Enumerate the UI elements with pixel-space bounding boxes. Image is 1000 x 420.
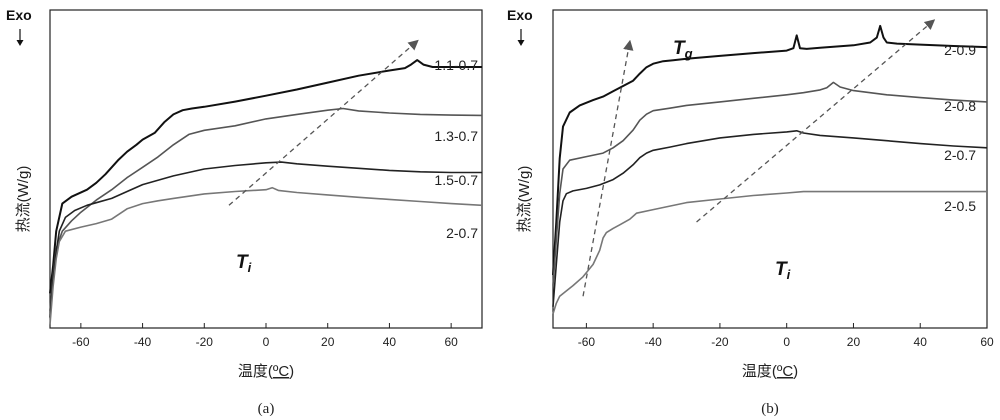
- ti-annotation: Ti: [775, 259, 791, 282]
- trend-arrow-Ti: [229, 41, 417, 205]
- x-tick-label: 0: [263, 335, 270, 349]
- x-tick-label: 40: [914, 335, 928, 349]
- panel-caption: (a): [258, 401, 275, 417]
- x-tick-label: 20: [847, 335, 861, 349]
- series-label: 2-0.7: [944, 147, 976, 163]
- y-axis-label: 热流(W/g): [516, 166, 533, 233]
- series-label: 2-0.7: [446, 225, 478, 241]
- series-line-2-0.8: [553, 82, 987, 285]
- series-line-1.5-0.7: [50, 162, 482, 318]
- figure: Exo 热流(W/g) -60 -40 -20 0 20 40 60 1.1-0.7 1.3-…: [0, 0, 1000, 420]
- panel-caption: (b): [761, 401, 779, 417]
- series-line-2-0.7: [553, 131, 987, 307]
- panel-a: Exo 热流(W/g) -60 -40 -20 0 20 40 60 1.1-0.7 1.3-…: [6, 7, 482, 417]
- series-line-1.3-0.7: [50, 109, 482, 311]
- exo-arrow-icon: [518, 29, 525, 46]
- series-labels: 2-0.9 2-0.8 2-0.7 2-0.5: [944, 42, 976, 214]
- plot-frame: [50, 10, 482, 328]
- series-line-1.1-0.7: [50, 60, 482, 293]
- x-tick-label: -20: [711, 335, 729, 349]
- annotation-group: [229, 41, 417, 205]
- series-label: 1.5-0.7: [434, 172, 478, 188]
- x-tick-label: 60: [444, 335, 458, 349]
- exo-label: Exo: [507, 7, 533, 23]
- series-label: 1.3-0.7: [434, 128, 478, 144]
- x-ticks: -60 -40 -20 0 20 40 60: [578, 323, 994, 349]
- y-axis-label: 热流(W/g): [15, 166, 32, 233]
- annotation-group: [583, 21, 934, 297]
- x-tick-label: 0: [783, 335, 790, 349]
- x-tick-label: 60: [980, 335, 994, 349]
- x-tick-label: -60: [578, 335, 596, 349]
- series-label: 2-0.9: [944, 42, 976, 58]
- series-group: [50, 60, 482, 324]
- x-tick-label: -40: [134, 335, 152, 349]
- plot-frame: [553, 10, 987, 328]
- x-tick-label: 20: [321, 335, 335, 349]
- series-group: [553, 26, 987, 314]
- exo-arrow-icon: [17, 29, 24, 46]
- series-line-2-0.5: [553, 192, 987, 314]
- x-tick-label: -20: [196, 335, 214, 349]
- series-line-2-0.7: [50, 188, 482, 325]
- x-axis-label: 温度(ºC): [238, 363, 294, 380]
- series-label: 2-0.8: [944, 98, 976, 114]
- series-label: 2-0.5: [944, 198, 976, 214]
- x-tick-label: -60: [72, 335, 90, 349]
- series-label: 1.1-0.7: [434, 57, 478, 73]
- series-line-2-0.9: [553, 26, 987, 275]
- x-axis-label: 温度(ºC): [742, 363, 798, 380]
- x-ticks: -60 -40 -20 0 20 40 60: [72, 323, 458, 349]
- panel-b: Exo 热流(W/g) -60-40-200204060 2-0.92-0.82…: [507, 7, 994, 417]
- tg-annotation: Tg: [673, 38, 693, 61]
- ti-annotation: Ti: [236, 252, 252, 275]
- trend-arrow-Tg: [583, 42, 630, 296]
- series-labels: 1.1-0.7 1.3-0.7 1.5-0.7 2-0.7: [434, 57, 478, 241]
- x-tick-label: 40: [383, 335, 397, 349]
- x-tick-label: -40: [644, 335, 662, 349]
- exo-label: Exo: [6, 7, 32, 23]
